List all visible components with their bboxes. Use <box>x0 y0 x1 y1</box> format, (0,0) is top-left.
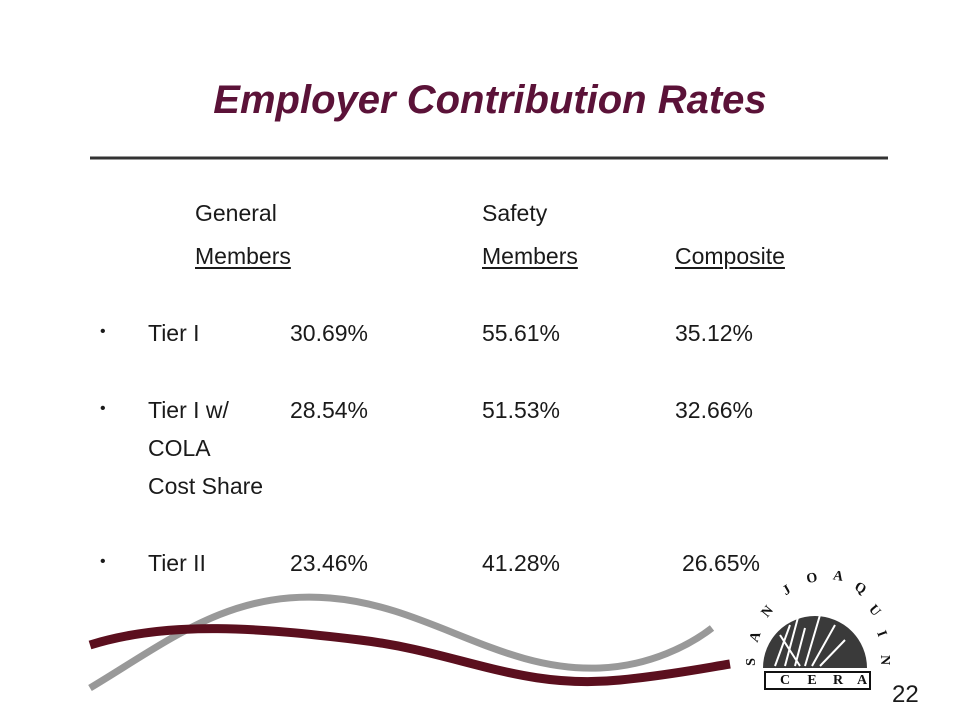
logo-letter: S <box>744 658 759 666</box>
logo-letter: R <box>833 673 844 688</box>
logo-letter: I <box>873 629 889 639</box>
logo-letter: E <box>807 673 816 688</box>
logo-letter: C <box>780 673 790 688</box>
maroon-wave <box>88 624 731 687</box>
cell-value: 55.61% <box>482 320 561 346</box>
logo-letter: U <box>865 602 883 619</box>
logo-band <box>764 671 871 690</box>
column-header: Composite <box>675 243 785 269</box>
column-header: General <box>195 200 277 226</box>
bullet: • <box>100 323 106 340</box>
column-header: Safety <box>482 200 548 226</box>
row-label: Tier I w/ <box>148 397 229 423</box>
logo-letter: O <box>805 570 818 587</box>
bullet: • <box>100 400 106 417</box>
row-label: Cost Share <box>148 473 264 499</box>
column-header: Members <box>195 243 291 269</box>
cell-value: 28.54% <box>290 397 369 423</box>
logo-letter: N <box>877 655 892 665</box>
title: Employer Contribution Rates <box>213 78 767 122</box>
logo-letter: A <box>857 673 868 688</box>
cell-value: 51.53% <box>482 397 561 423</box>
cell-value: 26.65% <box>682 550 761 576</box>
logo-grass <box>774 609 846 667</box>
logo-letter: A <box>832 568 845 585</box>
cell-value: 41.28% <box>482 550 561 576</box>
logo-letter: A <box>747 629 765 644</box>
column-header: Members <box>482 243 578 269</box>
bullet: • <box>100 553 106 570</box>
row-label: COLA <box>148 435 211 461</box>
row-label: Tier I <box>148 320 200 346</box>
page-number: 22 <box>892 681 919 708</box>
logo-letter: Q <box>852 580 869 598</box>
cell-value: 32.66% <box>675 397 754 423</box>
cell-value: 35.12% <box>675 320 754 346</box>
logo-letter: J <box>780 583 794 599</box>
cell-value: 23.46% <box>290 550 369 576</box>
logo-letter: N <box>759 603 777 620</box>
cell-value: 30.69% <box>290 320 369 346</box>
row-label: Tier II <box>148 550 206 576</box>
